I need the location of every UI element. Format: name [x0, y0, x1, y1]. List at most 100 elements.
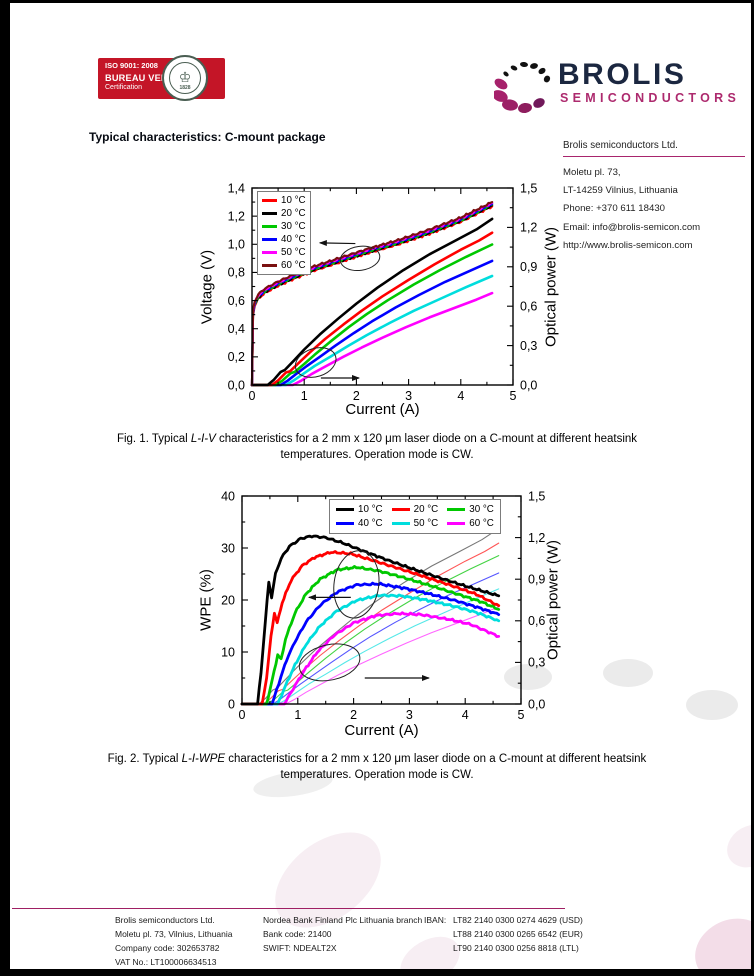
- watermark-ellipse: [603, 659, 653, 687]
- footer-bank-code: Bank code: 21400: [263, 929, 332, 939]
- footer-swift: SWIFT: NDEALT2X: [263, 943, 337, 953]
- legend-label: 40 °C: [281, 234, 306, 245]
- svg-text:0,6: 0,6: [528, 614, 545, 628]
- legend-line-sample: [447, 522, 466, 525]
- legend-line-sample: [447, 508, 466, 511]
- legend-line-sample: [262, 238, 277, 241]
- svg-text:0,6: 0,6: [228, 294, 245, 308]
- legend-label: 50 °C: [413, 518, 439, 529]
- iso-certification-badge: ISO 9001: 2008 BUREAU VERITAS Certificat…: [98, 54, 240, 104]
- letterbox-bottom: [0, 969, 754, 976]
- svg-text:4: 4: [457, 389, 464, 403]
- legend-line-sample: [262, 199, 277, 202]
- svg-text:0,6: 0,6: [520, 300, 537, 314]
- legend-item: 20 °C: [391, 503, 439, 516]
- legend-line-sample: [262, 264, 277, 267]
- fig1-y-left-label: Voltage (V): [198, 249, 216, 325]
- letterbox-top: [0, 0, 754, 3]
- fig1-caption-line1: Fig. 1. Typical L-I-V characteristics fo…: [116, 433, 638, 445]
- iso-line1: ISO 9001: 2008: [105, 61, 158, 70]
- svg-text:0,3: 0,3: [528, 656, 545, 670]
- svg-text:20: 20: [221, 593, 235, 607]
- svg-text:30: 30: [221, 541, 235, 555]
- footer-company-column: Brolis semiconductors Ltd. Moletu pl. 73…: [115, 913, 233, 969]
- fig2-x-label: Current (A): [344, 722, 419, 739]
- footer-iban-eur: LT88 2140 0300 0265 6542 (EUR): [453, 929, 583, 939]
- legend-label: 30 °C: [469, 504, 494, 515]
- legend-line-sample: [391, 508, 410, 511]
- watermark-ellipse: [504, 664, 552, 690]
- svg-text:10: 10: [221, 645, 235, 659]
- footer-iban-column: IBAN: LT82 2140 0300 0274 4629 (USD) LT8…: [424, 913, 583, 955]
- fig2-caption-line2: temperatures. Operation mode is CW.: [280, 769, 474, 781]
- iban-label: IBAN:: [424, 915, 447, 925]
- legend-item: 40 °C: [262, 233, 306, 246]
- svg-text:0: 0: [239, 708, 246, 722]
- legend-item: 50 °C: [391, 517, 439, 530]
- svg-text:0,2: 0,2: [228, 350, 245, 364]
- svg-text:1,5: 1,5: [520, 181, 537, 195]
- contact-address-1: Moletu pl. 73,: [563, 167, 621, 178]
- legend-label: 20 °C: [413, 504, 439, 515]
- svg-text:1,0: 1,0: [228, 238, 245, 252]
- contact-company: Brolis semiconductors Ltd.: [563, 140, 678, 151]
- svg-text:2: 2: [353, 389, 360, 403]
- svg-text:1,4: 1,4: [228, 181, 245, 195]
- legend-line-sample: [262, 212, 277, 215]
- contact-address-2: LT-14259 Vilnius, Lithuania: [563, 185, 678, 197]
- fig2-y-right-label: Optical power (W): [544, 539, 562, 661]
- legend-line-sample: [262, 251, 277, 254]
- footer-iban-usd: IBAN: LT82 2140 0300 0274 4629 (USD): [424, 915, 583, 925]
- letterbox-right: [751, 0, 754, 976]
- seal-figure-icon: ♔: [178, 69, 192, 85]
- legend-item: 60 °C: [262, 259, 306, 272]
- svg-text:3: 3: [405, 389, 412, 403]
- legend-label: 60 °C: [281, 260, 306, 271]
- fig1-y-right-label: Optical power (W): [542, 226, 560, 348]
- watermark-ellipse: [684, 906, 754, 976]
- fig1-legend: 10 °C 20 °C 30 °C 40 °C 50 °C 60 °C: [257, 191, 311, 275]
- svg-text:1,2: 1,2: [528, 531, 545, 545]
- svg-text:0,0: 0,0: [228, 378, 245, 392]
- svg-text:0: 0: [228, 697, 235, 711]
- legend-line-sample: [336, 508, 354, 511]
- logo-brand-text: BROLIS: [558, 58, 687, 91]
- footer-company-address: Moletu pl. 73, Vilnius, Lithuania: [115, 929, 233, 939]
- fig1-chart: 0 1 2 3 4 50,00,20,40,60,81,01,21,40,00,30,60…: [228, 181, 538, 403]
- footer-company-name: Brolis semiconductors Ltd.: [115, 915, 215, 925]
- legend-item: 10 °C: [262, 194, 306, 207]
- legend-label: 60 °C: [469, 518, 494, 529]
- fig2-chart: 0 1 2 3 4 5 0 10 20 30 40 0,0 0,3 0,6 0,9 1,2 1,5: [221, 489, 545, 722]
- contact-email: Email: info@brolis-semicon.com: [563, 221, 701, 233]
- page-title: Typical characteristics: C-mount package: [89, 130, 326, 144]
- fig1-caption-line2: temperatures. Operation mode is CW.: [280, 449, 474, 461]
- legend-item: 40 °C: [336, 517, 383, 530]
- fig2-y-left-label: WPE (%): [197, 569, 215, 631]
- svg-text:1: 1: [301, 389, 308, 403]
- legend-item: 50 °C: [262, 246, 306, 259]
- footer-company-code: Company code: 302653782: [115, 943, 220, 953]
- svg-text:0,9: 0,9: [520, 260, 537, 274]
- svg-text:0,4: 0,4: [228, 322, 245, 336]
- legend-label: 50 °C: [281, 247, 306, 258]
- letterbox-left: [0, 0, 10, 976]
- svg-text:40: 40: [221, 489, 235, 503]
- legend-item: 30 °C: [262, 220, 306, 233]
- svg-text:0,3: 0,3: [520, 339, 537, 353]
- footer-bank-column: Nordea Bank Finland Plc Lithuania branch…: [263, 913, 422, 955]
- brolis-logo-dots-icon: [492, 61, 551, 114]
- legend-label: 40 °C: [358, 518, 383, 529]
- seal-year: 1828: [179, 85, 191, 91]
- legend-item: 10 °C: [336, 503, 383, 516]
- fig2-legend: 10 °C 20 °C 30 °C 40 °C 50 °C 60 °C: [329, 499, 501, 534]
- fig2-caption: Fig. 2. Typical L-I-WPE characteristics …: [77, 751, 677, 783]
- watermark-ellipse: [719, 816, 754, 876]
- watermark-ellipse: [686, 690, 738, 720]
- svg-text:0,0: 0,0: [528, 697, 545, 711]
- svg-text:0: 0: [249, 389, 256, 403]
- legend-item: 30 °C: [447, 503, 494, 516]
- fig1-caption: Fig. 1. Typical L-I-V characteristics fo…: [77, 431, 677, 463]
- svg-text:3: 3: [406, 708, 413, 722]
- iso-line2: BUREAU VERITAS: [105, 72, 189, 83]
